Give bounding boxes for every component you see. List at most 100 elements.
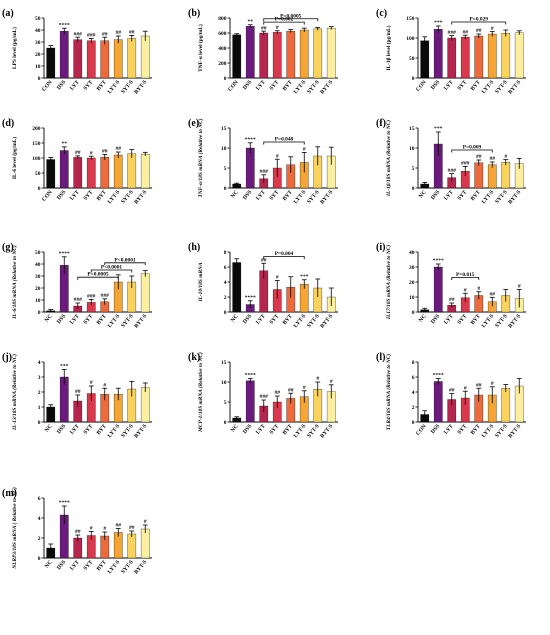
- panel-title: (a): [2, 8, 14, 19]
- y-axis-label: MCP-1/18S mRNA (Relative to NC): [197, 352, 204, 433]
- bar-c-7: [514, 32, 524, 79]
- x-tick-label: LYT: [443, 423, 455, 435]
- y-tick-label: 0: [412, 310, 415, 316]
- y-tick-label: 0: [38, 420, 41, 426]
- y-axis-label: TLR4/18S mRNA (Relative to NC): [385, 354, 392, 431]
- y-axis-label: IL-13/18S mRNA (Relative to NC): [11, 354, 18, 431]
- x-tick-label: DSS: [56, 559, 67, 571]
- y-tick-label: 40: [35, 28, 41, 34]
- x-tick-label: BYT-S: [507, 423, 522, 439]
- x-tick-label: SYT-S: [120, 189, 134, 205]
- y-tick-label: 10: [409, 146, 415, 152]
- y-tick-label: 50: [35, 16, 41, 22]
- y-tick-label: 10: [409, 295, 415, 301]
- y-tick-label: 800: [218, 16, 227, 22]
- panel-title: (f): [376, 118, 386, 129]
- comparison-bracket: [451, 149, 493, 153]
- x-tick-label: LYT-S: [481, 313, 496, 329]
- y-axis-label: TNF-α/18S mRNA (Relative to NC): [197, 118, 204, 197]
- x-tick-label: LYT-S: [107, 423, 122, 439]
- y-tick-label: 0: [224, 420, 227, 426]
- x-tick-label: LYT-S: [107, 189, 122, 205]
- comparison-bracket: [263, 256, 305, 259]
- bar-b-2: [259, 32, 269, 79]
- bar-l-6: [501, 388, 511, 423]
- x-tick-label: NC: [44, 423, 54, 433]
- significance-label: #: [103, 382, 106, 388]
- x-tick-label: BYT: [470, 423, 482, 436]
- bar-g-7: [140, 273, 150, 313]
- y-tick-label: 100: [406, 36, 415, 42]
- y-axis-label: IL-10/18S mRNA: [198, 262, 204, 302]
- significance-label: ##: [449, 388, 455, 394]
- bar-c-5: [487, 33, 497, 79]
- bar-b-4: [286, 30, 296, 79]
- y-tick-label: 150: [32, 141, 41, 147]
- y-tick-label: 0: [38, 76, 41, 82]
- x-tick-label: LYT: [69, 79, 81, 91]
- y-tick-label: 2: [412, 405, 415, 411]
- bar-d-5: [113, 154, 123, 189]
- significance-label: ***: [60, 364, 69, 370]
- x-tick-label: BYT-S: [507, 189, 522, 205]
- x-tick-label: CON: [41, 189, 54, 202]
- y-tick-label: 400: [218, 46, 227, 52]
- significance-label: ###: [87, 33, 96, 39]
- panel-title: (b): [188, 8, 200, 19]
- significance-label: ##: [129, 525, 135, 531]
- bracket-p-value: P=0.0005: [280, 13, 301, 19]
- x-tick-label: SYT: [269, 423, 281, 435]
- bar-d-6: [127, 153, 137, 189]
- x-tick-label: NC: [44, 313, 54, 323]
- y-tick-label: 30: [35, 40, 41, 46]
- x-tick-label: SYT-S: [120, 559, 134, 575]
- y-tick-label: 0: [412, 186, 415, 192]
- significance-label: ***: [434, 126, 443, 132]
- x-tick-label: SYT-S: [306, 79, 320, 95]
- x-tick-label: SYT: [269, 79, 281, 91]
- bar-d-4: [100, 156, 110, 189]
- significance-label: #: [276, 25, 279, 31]
- y-tick-label: 150: [406, 16, 415, 22]
- bar-a-3: [86, 40, 96, 79]
- significance-label: ##: [489, 156, 495, 162]
- y-tick-label: 10: [35, 64, 41, 70]
- significance-label: ****: [433, 373, 444, 379]
- y-axis-label: IL-6/18S mRNA (Relative to NC): [11, 245, 18, 320]
- panel-h: (h) IL-10/18S mRNA 0 2 4 6 8 NC **** DSS ## LYT # SYT…: [188, 242, 338, 330]
- significance-label: ##: [75, 150, 81, 156]
- y-tick-label: 6: [412, 375, 415, 381]
- significance-label: #: [491, 381, 494, 387]
- bar-l-1: [433, 381, 443, 423]
- x-tick-label: SYT-S: [306, 189, 320, 205]
- significance-label: ##: [261, 25, 267, 31]
- y-tick-label: 20: [35, 286, 41, 292]
- x-tick-label: SYT: [457, 189, 469, 201]
- bar-c-2: [447, 37, 457, 79]
- y-tick-label: 4: [38, 516, 41, 522]
- significance-label: ##: [75, 529, 81, 535]
- x-tick-label: BYT-S: [133, 313, 148, 329]
- y-tick-label: 0: [38, 556, 41, 562]
- bar-d-1: [59, 150, 69, 189]
- x-tick-label: BYT: [282, 313, 294, 326]
- y-tick-label: 8: [412, 360, 415, 366]
- significance-label: ##: [274, 390, 280, 396]
- y-tick-label: 0: [412, 76, 415, 82]
- y-tick-label: 10: [35, 298, 41, 304]
- x-tick-label: SYT: [457, 423, 469, 435]
- panel-k: (k)MCP-1/18S mRNA (Relative to NC) 0 5 10 15…: [188, 352, 338, 440]
- significance-label: ##: [476, 154, 482, 160]
- significance-label: #: [144, 519, 147, 525]
- x-tick-label: DSS: [430, 79, 441, 91]
- y-tick-label: 0: [224, 186, 227, 192]
- x-tick-label: NC: [418, 313, 428, 323]
- x-tick-label: SYT: [83, 79, 95, 91]
- x-tick-label: LYT: [443, 79, 455, 91]
- bar-d-3: [86, 157, 96, 189]
- x-tick-label: LYT: [255, 313, 267, 325]
- x-tick-label: CON: [415, 423, 428, 436]
- significance-label: #: [276, 153, 279, 159]
- x-tick-label: LYT: [69, 423, 81, 435]
